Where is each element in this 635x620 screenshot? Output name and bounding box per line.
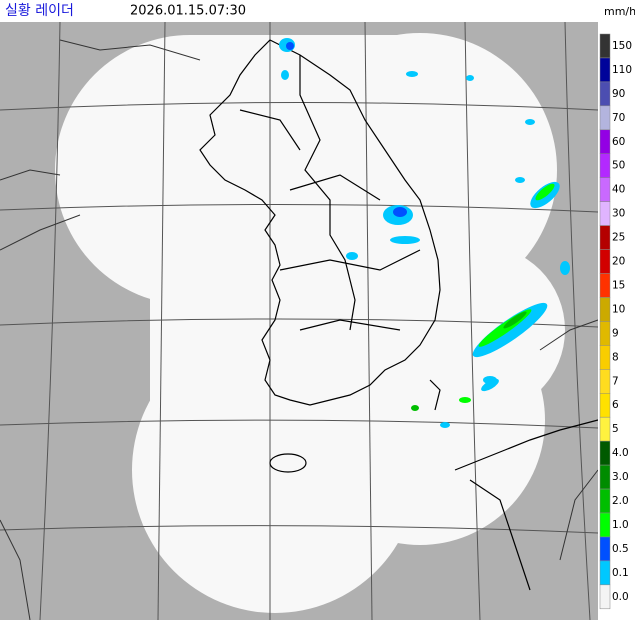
legend-swatch [599, 321, 611, 346]
legend-label: 20 [612, 256, 625, 268]
timestamp: 2026.01.15.07:30 [130, 4, 246, 19]
legend-label: 6 [612, 399, 619, 411]
legend-label: 7 [612, 375, 619, 387]
legend-swatch [599, 153, 611, 178]
legend-swatch [599, 416, 611, 442]
legend-label: 15 [612, 279, 625, 291]
legend-label: 4.0 [612, 447, 629, 459]
legend-label: 110 [612, 64, 632, 76]
grid [0, 21, 599, 620]
legend-label: 150 [612, 40, 632, 52]
legend-swatch [599, 249, 611, 274]
radar-coverage [55, 33, 565, 613]
legend-swatch [599, 33, 611, 59]
legend-swatch [599, 464, 611, 490]
legend-label: 0.1 [612, 567, 629, 579]
legend-label: 25 [612, 232, 625, 244]
legend-swatch [599, 488, 611, 514]
legend-swatch [599, 177, 611, 202]
legend-label: 40 [612, 184, 625, 196]
legend-label: 5 [612, 423, 619, 435]
legend-label: 2.0 [612, 495, 629, 507]
legend-label: 3.0 [612, 471, 629, 483]
map [0, 21, 599, 620]
legend-swatch [599, 560, 611, 586]
legend-swatch [599, 369, 611, 394]
legend-label: 70 [612, 112, 625, 124]
legend-swatch [599, 584, 611, 610]
legend-swatch [599, 225, 611, 250]
legend-swatch [599, 81, 611, 107]
legend-label: 9 [612, 327, 619, 339]
title: 실황 레이더 [5, 3, 74, 19]
legend-swatch [599, 129, 611, 155]
legend-label: 10 [612, 303, 625, 315]
coastline [199, 39, 599, 591]
legend-swatch [599, 273, 611, 298]
legend-label: 0.5 [612, 543, 629, 555]
legend-swatch [599, 536, 611, 562]
legend-swatch [599, 105, 611, 131]
legend-label: 8 [612, 351, 619, 363]
legend-swatch [599, 57, 611, 83]
legend-label: 1.0 [612, 519, 629, 531]
legend-label: 60 [612, 136, 625, 148]
legend: 150 110 90 70 60 50 40 30 25 20 15 10 9 8 7 6 5 4.0 3.0 2.0… [599, 33, 632, 610]
legend-swatch [599, 201, 611, 226]
land-borders [0, 39, 599, 620]
legend-swatch [599, 297, 611, 322]
unit: mm/h [604, 5, 635, 18]
legend-label: 0.0 [612, 591, 629, 603]
legend-label: 50 [612, 160, 625, 172]
legend-swatch [599, 345, 611, 370]
legend-swatch [599, 512, 611, 538]
legend-label: 30 [612, 208, 625, 220]
legend-swatch [599, 393, 611, 418]
legend-swatch [599, 440, 611, 466]
rain-echo [279, 38, 570, 428]
legend-label: 90 [612, 88, 625, 100]
